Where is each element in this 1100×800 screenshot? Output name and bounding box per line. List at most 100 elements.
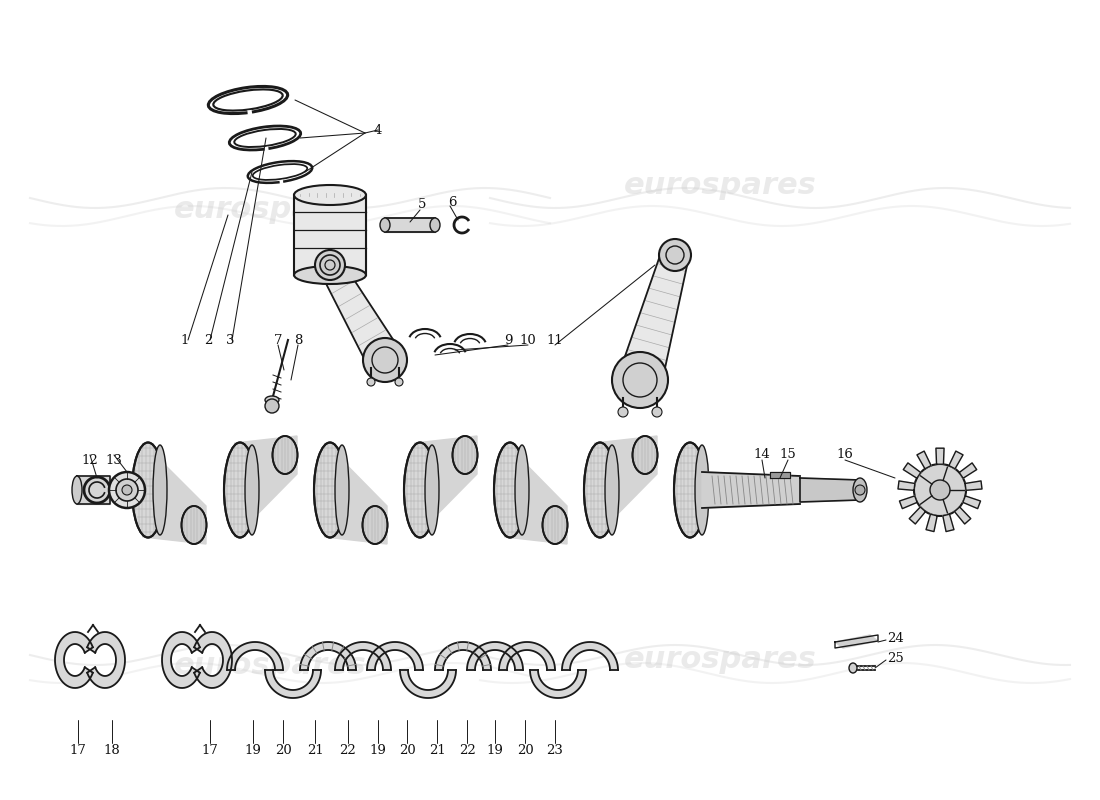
Ellipse shape	[314, 442, 346, 538]
Ellipse shape	[425, 445, 439, 535]
Polygon shape	[505, 443, 566, 544]
Circle shape	[914, 464, 966, 516]
Polygon shape	[943, 514, 954, 531]
Text: 17: 17	[201, 743, 219, 757]
Polygon shape	[235, 436, 297, 537]
Text: 3: 3	[226, 334, 234, 346]
Text: 11: 11	[547, 334, 563, 346]
Polygon shape	[949, 451, 962, 469]
Polygon shape	[55, 632, 92, 688]
Polygon shape	[300, 642, 356, 670]
Text: 7: 7	[274, 334, 283, 346]
Text: 21: 21	[307, 743, 323, 757]
Polygon shape	[955, 507, 971, 524]
Polygon shape	[595, 436, 657, 537]
Ellipse shape	[542, 506, 568, 544]
Polygon shape	[265, 670, 321, 698]
Text: 20: 20	[517, 743, 534, 757]
Text: 14: 14	[754, 449, 770, 462]
Ellipse shape	[849, 663, 857, 673]
Polygon shape	[468, 642, 522, 670]
Ellipse shape	[132, 442, 164, 538]
Circle shape	[367, 378, 375, 386]
Polygon shape	[910, 507, 925, 524]
Text: 15: 15	[780, 449, 796, 462]
Text: 22: 22	[340, 743, 356, 757]
Polygon shape	[336, 642, 390, 670]
Text: 22: 22	[459, 743, 475, 757]
Ellipse shape	[695, 445, 710, 535]
Text: 9: 9	[504, 334, 513, 346]
Circle shape	[116, 479, 138, 501]
Polygon shape	[162, 632, 200, 688]
Text: 16: 16	[837, 449, 854, 462]
Circle shape	[109, 472, 145, 508]
Circle shape	[395, 378, 403, 386]
Ellipse shape	[452, 436, 477, 474]
Polygon shape	[562, 642, 618, 670]
Ellipse shape	[605, 445, 619, 535]
Ellipse shape	[632, 436, 658, 474]
Text: 20: 20	[398, 743, 416, 757]
Ellipse shape	[852, 478, 867, 502]
Polygon shape	[917, 451, 931, 469]
Polygon shape	[962, 496, 980, 509]
Text: eurospares: eurospares	[174, 195, 366, 225]
Text: 24: 24	[887, 631, 904, 645]
Text: 6: 6	[448, 195, 456, 209]
Text: 21: 21	[429, 743, 446, 757]
Circle shape	[855, 485, 865, 495]
Polygon shape	[965, 481, 982, 490]
Ellipse shape	[294, 185, 366, 205]
Polygon shape	[936, 448, 944, 464]
Text: eurospares: eurospares	[624, 646, 816, 674]
Polygon shape	[415, 436, 477, 537]
Polygon shape	[898, 481, 915, 490]
Circle shape	[659, 239, 691, 271]
Text: 23: 23	[547, 743, 563, 757]
Circle shape	[122, 485, 132, 495]
Ellipse shape	[265, 396, 279, 404]
Circle shape	[652, 407, 662, 417]
Text: 18: 18	[103, 743, 120, 757]
Ellipse shape	[674, 442, 706, 538]
Polygon shape	[702, 472, 800, 508]
Circle shape	[320, 255, 340, 275]
Ellipse shape	[430, 218, 440, 232]
Ellipse shape	[72, 476, 82, 504]
Text: 20: 20	[275, 743, 292, 757]
Polygon shape	[400, 670, 456, 698]
Polygon shape	[324, 443, 387, 544]
Polygon shape	[499, 642, 556, 670]
Polygon shape	[385, 218, 435, 232]
Ellipse shape	[182, 506, 207, 544]
Polygon shape	[77, 476, 110, 504]
Ellipse shape	[336, 445, 349, 535]
Polygon shape	[903, 463, 921, 478]
Polygon shape	[143, 443, 206, 544]
Circle shape	[265, 399, 279, 413]
Text: eurospares: eurospares	[174, 650, 366, 679]
Polygon shape	[900, 496, 917, 509]
Polygon shape	[959, 463, 977, 478]
Circle shape	[930, 480, 950, 500]
Polygon shape	[87, 632, 125, 688]
Ellipse shape	[515, 445, 529, 535]
Ellipse shape	[584, 442, 616, 538]
Ellipse shape	[294, 266, 366, 284]
Text: 19: 19	[244, 743, 262, 757]
Polygon shape	[770, 472, 790, 478]
Text: 2: 2	[204, 334, 212, 346]
Text: 13: 13	[106, 454, 122, 466]
Text: 19: 19	[370, 743, 386, 757]
Ellipse shape	[379, 218, 390, 232]
Text: 1: 1	[180, 334, 189, 346]
Circle shape	[315, 250, 345, 280]
Text: 12: 12	[81, 454, 98, 466]
Text: 8: 8	[294, 334, 302, 346]
Text: 19: 19	[486, 743, 504, 757]
Text: eurospares: eurospares	[624, 170, 816, 199]
Text: 17: 17	[69, 743, 87, 757]
Circle shape	[618, 407, 628, 417]
Polygon shape	[800, 478, 860, 502]
